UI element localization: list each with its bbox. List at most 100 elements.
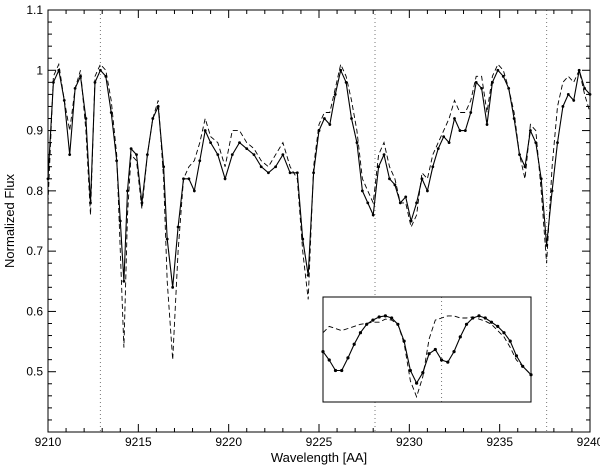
inset-point (383, 314, 387, 318)
inset-point (408, 368, 412, 373)
inset-point (514, 354, 519, 358)
series-point (209, 141, 213, 145)
inset-point (446, 360, 450, 364)
y-tick-label: 1 (36, 63, 43, 77)
inset-point (483, 316, 487, 320)
inset-point (464, 322, 469, 326)
y-tick-label: 0.6 (26, 304, 43, 318)
series-point (198, 159, 202, 163)
series-point (485, 123, 489, 126)
inset-point (508, 339, 512, 343)
inset-point (340, 368, 344, 373)
inset-point (415, 381, 419, 385)
series-point (566, 93, 570, 96)
series-point (98, 68, 102, 72)
series-point (230, 153, 234, 157)
inset-point (433, 347, 437, 352)
y-tick-label: 0.7 (26, 244, 43, 258)
series-point (377, 165, 381, 169)
series-point (393, 183, 397, 187)
inset-point (358, 331, 363, 335)
series-point (216, 153, 220, 157)
series-point (382, 153, 386, 157)
series-point (518, 153, 521, 157)
series-point (333, 93, 337, 96)
x-tick-label: 9220 (215, 435, 242, 449)
series-point (109, 111, 113, 114)
series-layer (46, 62, 592, 360)
series-point (583, 86, 586, 90)
inset-background (323, 297, 531, 402)
series-point (528, 129, 532, 132)
y-axis-label: Normalized Flux (2, 174, 17, 268)
series-point (203, 129, 207, 132)
series-point (501, 74, 505, 78)
x-tick-label: 9225 (306, 435, 333, 449)
inset-point (458, 335, 462, 339)
series-point (458, 129, 462, 132)
series-point (447, 141, 451, 145)
inset-series-layer (321, 314, 533, 399)
series-point (323, 117, 326, 120)
series-point (480, 86, 483, 90)
inset-point (421, 371, 425, 375)
series-point (556, 141, 559, 145)
x-tick-label: 9230 (396, 435, 423, 449)
inset-point (489, 320, 494, 324)
x-axis-label: Wavelength [AA] (271, 450, 367, 465)
series-point (436, 147, 440, 151)
series-point (561, 105, 565, 108)
inset-point (427, 352, 431, 356)
inset-point (333, 368, 338, 373)
series-point (328, 123, 332, 126)
series-point (550, 189, 554, 193)
series-point (295, 171, 299, 175)
series-point (288, 171, 292, 175)
x-tick-label: 9235 (486, 435, 513, 449)
series-point (426, 189, 429, 193)
inset-point (439, 358, 444, 362)
series-point (129, 147, 133, 151)
series-point (245, 147, 249, 151)
inset-dashed-line (322, 315, 532, 399)
y-tick-label: 0.8 (26, 184, 43, 198)
series-point (187, 177, 191, 181)
series-point (355, 141, 359, 145)
x-tick-label: 9210 (35, 435, 62, 449)
inset-point (377, 315, 381, 319)
x-tick-label: 9215 (125, 435, 152, 449)
series-point (171, 285, 175, 289)
series-point (274, 165, 278, 169)
series-point (192, 189, 196, 193)
inset-point (346, 356, 350, 360)
inset-chart (321, 296, 533, 403)
series-point (371, 213, 375, 217)
inset-point (371, 318, 375, 322)
series-point (259, 165, 263, 169)
series-point (339, 68, 343, 72)
series-point (344, 80, 348, 84)
series-point (463, 129, 467, 132)
series-point (176, 225, 180, 229)
axis-ticks (47, 9, 591, 433)
series-point (126, 189, 129, 193)
series-point (281, 153, 285, 157)
inset-solid-line (322, 315, 532, 385)
inset-point (327, 358, 331, 362)
series-point (474, 80, 478, 84)
series-point (431, 165, 435, 169)
series-point (453, 117, 456, 120)
series-point (165, 237, 169, 241)
inset-point (390, 316, 394, 320)
series-point (415, 201, 418, 205)
series-point (496, 68, 500, 72)
series-point (84, 117, 88, 120)
series-dashed-line (47, 62, 591, 360)
series-point (442, 135, 446, 139)
inset-point (452, 350, 456, 354)
series-point (122, 279, 126, 283)
series-point (523, 165, 527, 169)
